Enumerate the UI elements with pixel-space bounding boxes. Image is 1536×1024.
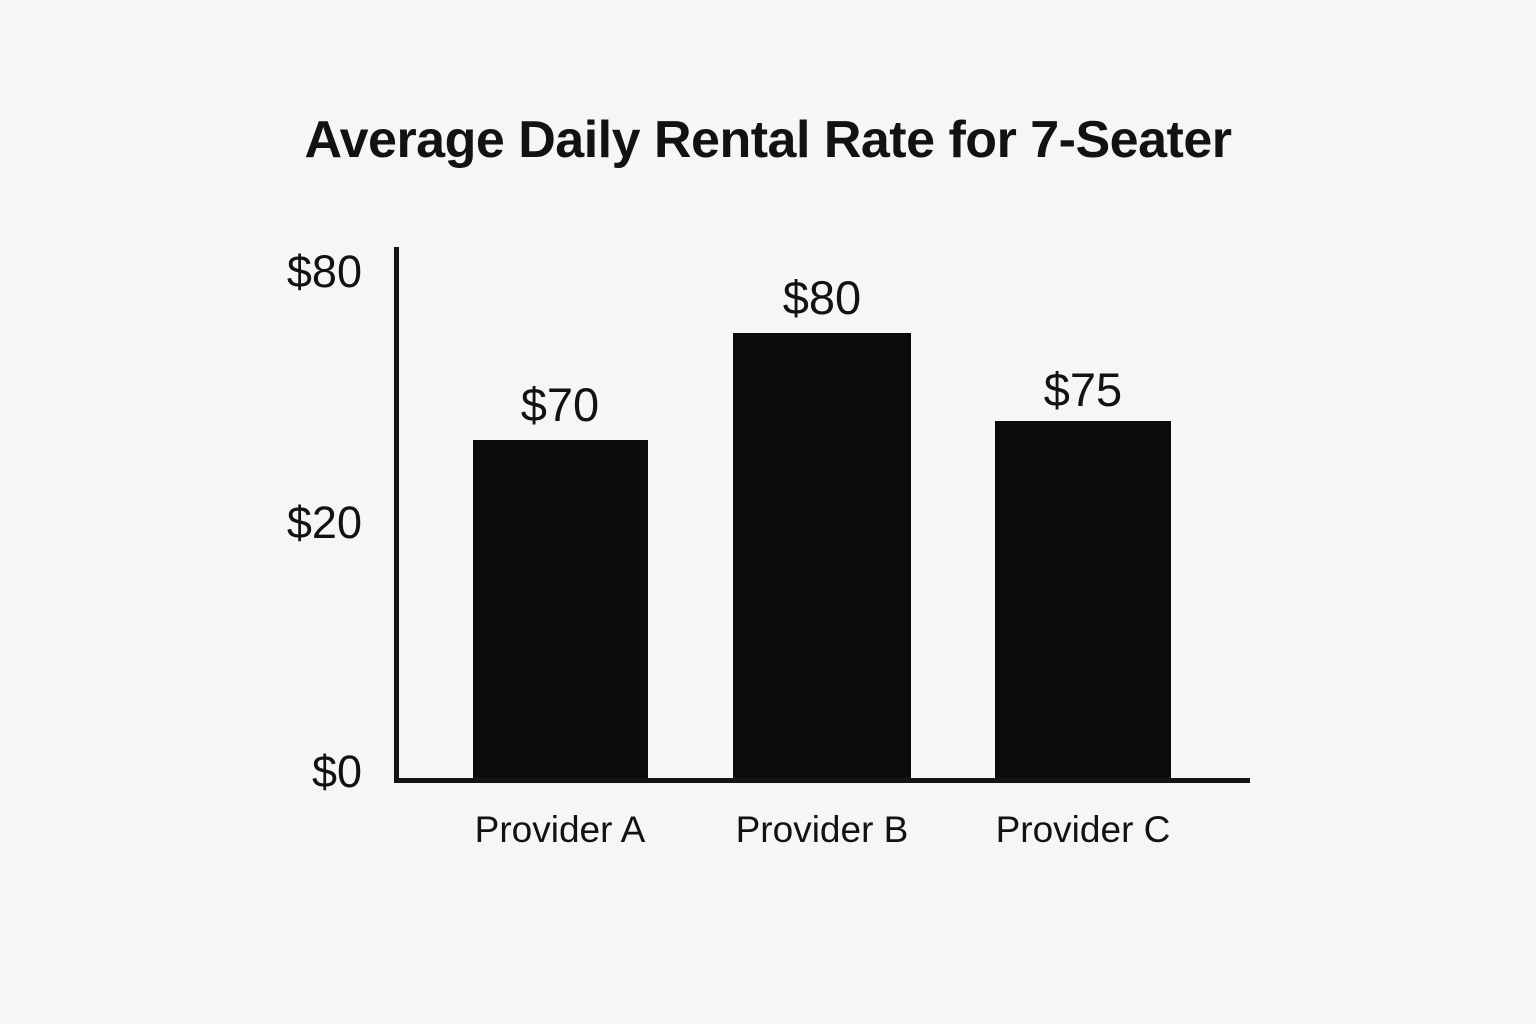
y-axis-tick-0: $0 [311,746,362,797]
y-axis-tick-20: $20 [286,497,362,548]
category-label-provider-b: Provider B [735,809,909,850]
bar-provider-c [995,421,1171,783]
value-label-provider-b: $80 [782,271,862,324]
value-label-provider-a: $70 [520,378,600,431]
bar-provider-a [473,440,648,783]
chart-title: Average Daily Rental Rate for 7-Seater [304,111,1232,169]
value-label-provider-c: $75 [1043,363,1123,416]
category-label-provider-c: Provider C [995,809,1171,850]
category-label-provider-a: Provider A [474,809,646,850]
x-axis-line [394,778,1250,783]
y-axis-tick-80: $80 [286,246,362,297]
bar-provider-b [733,333,911,783]
y-axis-line [394,247,399,783]
